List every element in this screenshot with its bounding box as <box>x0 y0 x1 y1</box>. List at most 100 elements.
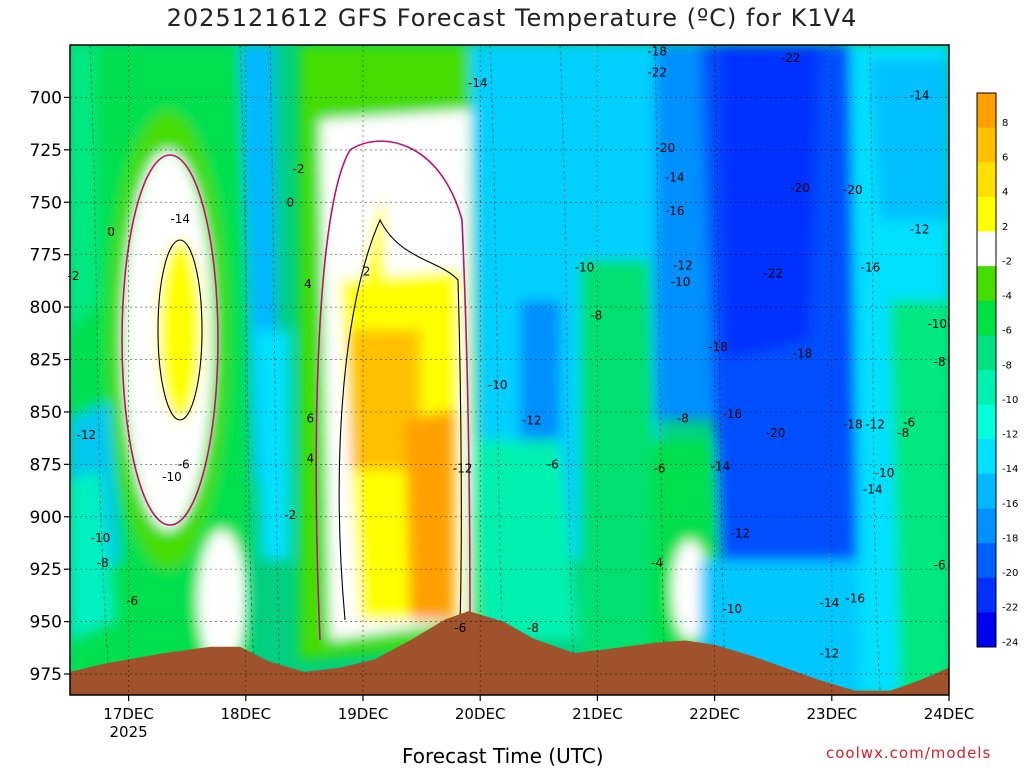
grid-lines <box>70 45 950 695</box>
y-tick-label: 950 <box>30 613 62 633</box>
credit-text: coolwx.com/models <box>826 744 992 762</box>
colorbar-tick-label: -2 <box>1002 256 1012 267</box>
contour-label: -6 <box>934 558 946 572</box>
contour-label: -16 <box>665 204 685 218</box>
contour-label: -22 <box>647 65 667 79</box>
y-tick-label: 925 <box>30 560 62 580</box>
contour-label: -10 <box>575 260 595 274</box>
colorbar-swatch <box>977 543 996 579</box>
contour-label: -8 <box>527 621 539 635</box>
contour-label: -2 <box>68 269 80 283</box>
contour-label: 4 <box>304 277 312 291</box>
x-tick-label: 23DEC <box>807 705 858 723</box>
contour-label: -8 <box>677 411 689 425</box>
y-tick-label: 725 <box>30 141 62 161</box>
colorbar-tick-label: -24 <box>1002 637 1018 648</box>
x-axis-title: Forecast Time (UTC) <box>402 744 604 768</box>
contour-label: 2 <box>363 265 371 279</box>
colorbar-swatch <box>977 508 996 544</box>
contour-label: -18 <box>843 418 863 432</box>
contour-label: -8 <box>897 426 909 440</box>
contour-label: -10 <box>722 602 742 616</box>
chart-title: 2025121612 GFS Forecast Temperature (ºC)… <box>166 4 858 32</box>
y-tick-label: 875 <box>30 455 62 475</box>
colorbar-swatch <box>977 577 996 613</box>
contour-label: -18 <box>793 346 813 360</box>
y-tick-label: 750 <box>30 193 62 213</box>
colorbar-swatch <box>977 300 996 336</box>
colorbar-tick-label: -12 <box>1002 430 1018 441</box>
colorbar-tick-label: -8 <box>1002 360 1012 371</box>
contour-label: -14 <box>820 596 840 610</box>
contour-label: -16 <box>845 592 865 606</box>
contour-label: -18 <box>647 44 667 58</box>
x-tick-label: 18DEC <box>221 705 272 723</box>
contour-label: -12 <box>453 462 473 476</box>
colorbar-tick-label: -14 <box>1002 464 1018 475</box>
x-tick-label: 20DEC <box>455 705 506 723</box>
colorbar-swatch <box>977 473 996 509</box>
x-tick-sublabel: 2025 <box>110 723 148 741</box>
contour-label: -16 <box>722 407 742 421</box>
contour-label: -12 <box>522 414 542 428</box>
y-tick-label: 825 <box>30 351 62 371</box>
contour-label: -22 <box>781 51 801 65</box>
colorbar-tick-label: 4 <box>1002 187 1008 198</box>
contour-label: -10 <box>488 378 508 392</box>
contour-label: -14 <box>711 460 731 474</box>
contour-label: -8 <box>590 309 602 323</box>
colorbar-tick-label: -18 <box>1002 533 1018 544</box>
contour-label: -20 <box>656 141 676 155</box>
contour-label: -12 <box>865 418 885 432</box>
contour-label: -8 <box>934 355 946 369</box>
y-tick-label: 800 <box>30 298 62 318</box>
contour-label: -12 <box>910 223 930 237</box>
contour-label: -14 <box>468 76 488 90</box>
contour-label: -10 <box>162 470 182 484</box>
colorbar-tick-label: -10 <box>1002 395 1018 406</box>
contour-label: -6 <box>126 594 138 608</box>
contour-label: -12 <box>731 527 751 541</box>
colorbar-tick-label: -22 <box>1002 603 1018 614</box>
contour-label: -20 <box>843 183 863 197</box>
colorbar: 8 6 4 2 -2 -4 -6 -8 -10 -12 -14 -16 -18 -20 -22 -24 <box>976 92 1018 648</box>
x-tick-label: 21DEC <box>572 705 623 723</box>
y-tick-label: 850 <box>30 403 62 423</box>
colorbar-swatch <box>977 127 996 163</box>
y-tick-label: 775 <box>30 246 62 266</box>
contour-label: 6 <box>306 411 314 425</box>
contour-label: -4 <box>651 556 663 570</box>
colorbar-tick-label: 8 <box>1002 118 1008 129</box>
contour-label: -16 <box>861 260 881 274</box>
temperature-field <box>70 45 949 695</box>
contour-label: -12 <box>673 258 693 272</box>
contour-label: -6 <box>454 621 466 635</box>
colorbar-swatch <box>977 370 996 406</box>
contour-label: -10 <box>671 275 691 289</box>
contour-label: -20 <box>790 181 810 195</box>
contour-label: -14 <box>863 483 883 497</box>
colorbar-swatch <box>977 335 996 371</box>
colorbar-swatch <box>977 612 996 648</box>
contour-label: 0 <box>107 225 115 239</box>
colorbar-swatch <box>977 266 996 302</box>
y-tick-label: 975 <box>30 665 62 685</box>
contour-label: -2 <box>293 162 305 176</box>
contour-label: -22 <box>763 267 783 281</box>
colorbar-frame <box>976 92 997 648</box>
colorbar-tick-label: -20 <box>1002 568 1018 579</box>
colorbar-tick-label: 2 <box>1002 222 1008 233</box>
plot-frame <box>69 44 950 696</box>
colorbar-swatch <box>977 162 996 198</box>
contour-label: -6 <box>654 462 666 476</box>
colorbar-swatch <box>977 231 996 267</box>
contour-label: -6 <box>547 458 559 472</box>
contour-label: -12 <box>820 646 840 660</box>
colorbar-tick-label: 6 <box>1002 153 1008 164</box>
x-tick-label: 17DEC <box>103 705 154 723</box>
terrain-surface <box>70 611 949 695</box>
contour-label: 4 <box>306 451 314 465</box>
colorbar-tick-label: -4 <box>1002 291 1012 302</box>
